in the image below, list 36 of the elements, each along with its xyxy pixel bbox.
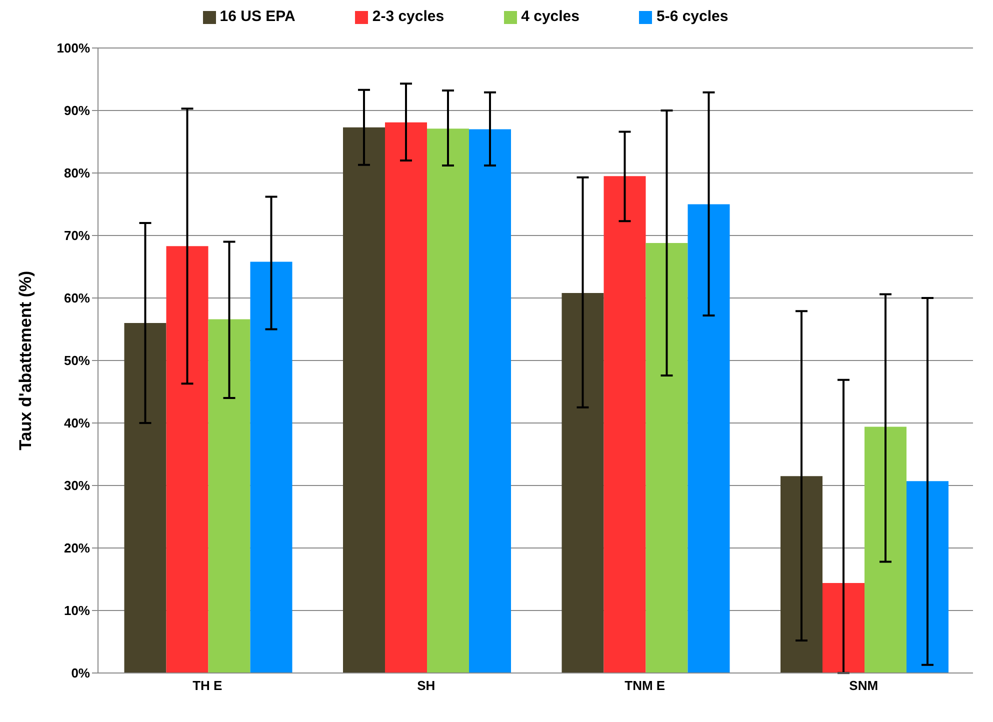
x-tick-label: TNM E [624,678,666,694]
bar [166,246,208,673]
y-tick-label: 50% [64,353,90,368]
bar [124,323,166,673]
x-tick-label: SNM [849,678,878,694]
bar [250,262,292,673]
y-axis-title: Taux d'abattement (%) [16,270,36,450]
legend-label: 16 US EPA [220,8,296,25]
y-tick-label: 100% [56,40,90,56]
y-tick-label: 0% [71,666,90,681]
x-tick-label: SH [417,678,436,694]
y-tick-label: 90% [64,103,90,118]
y-tick-label: 80% [64,166,90,181]
legend-label: 2-3 cycles [372,8,444,25]
y-tick-label: 10% [64,603,90,618]
y-tick-label: 40% [64,416,90,431]
bar [864,426,906,673]
bar [385,122,427,673]
bar [208,319,250,673]
bar [906,481,948,673]
bar [780,476,822,673]
y-tick-label: 20% [64,540,90,556]
legend-label: 5-6 cycles [656,8,728,25]
legend-label: 4 cycles [521,8,580,25]
bar [604,176,646,673]
y-tick-label: 60% [64,290,90,306]
bar [822,583,864,673]
x-tick-label: TH E [192,678,223,694]
y-tick-label: 70% [64,228,90,244]
bar [469,129,511,673]
bar [427,128,469,673]
bar [688,204,730,673]
bar [562,293,604,673]
y-tick-label: 30% [64,478,90,494]
bar [646,243,688,673]
bar [343,127,385,673]
